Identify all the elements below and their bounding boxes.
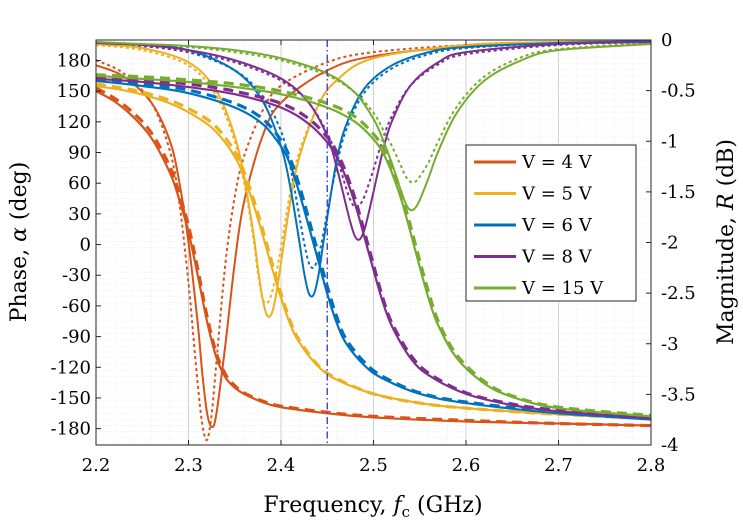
y-left-tick-label: 90 [68, 143, 91, 164]
y-right-tick-labels: 0 -0.5 -1 -1.5 -2 -2.5 -3 -3.5 -4 [661, 30, 696, 456]
legend-box [465, 144, 637, 302]
y-right-tick-label: 0 [661, 30, 672, 51]
y-right-tick-label: -3 [661, 334, 679, 355]
y-right-tick-label: -0.5 [661, 81, 696, 102]
series-magnitude-measured-2 [96, 40, 651, 298]
series-phase-measured-4 [96, 74, 651, 418]
y-left-tick-label: -120 [51, 357, 91, 378]
y-right-axis-label: Magnitude, R (dB) [714, 139, 739, 345]
x-tick-label: 2.8 [637, 455, 666, 476]
legend-label-1: V = 5 V [521, 184, 593, 205]
legend: V = 4 V V = 5 V V = 6 V V = 8 V V = 15 V [465, 144, 637, 302]
y-right-tick-label: -3.5 [661, 384, 696, 405]
y-right-tick-label: -2 [661, 233, 679, 254]
series-magnitude-measured-1 [96, 40, 651, 318]
x-tick-label: 2.4 [267, 455, 296, 476]
y-right-tick-label: -1.5 [661, 182, 696, 203]
y-left-tick-label: -90 [62, 327, 91, 348]
series-phase-measured-3 [96, 77, 651, 420]
y-left-tick-label: -30 [62, 265, 91, 286]
x-tick-label: 2.7 [544, 455, 573, 476]
y-left-tick-label: 0 [80, 235, 91, 256]
x-axis-label: Frequency, fc (GHz) [263, 493, 482, 521]
legend-label-3: V = 8 V [521, 247, 593, 268]
series-magnitude-measured-3 [96, 41, 651, 241]
series-layer [96, 40, 651, 442]
series-magnitude-simulated-2 [96, 41, 651, 270]
y-left-tick-label: 120 [57, 112, 91, 133]
y-left-tick-label: 180 [57, 50, 91, 71]
y-left-axis-label: Phase, α (deg) [7, 162, 32, 323]
tick-marks [95, 39, 652, 446]
y-left-tick-label: -60 [62, 296, 91, 317]
x-tick-label: 2.2 [82, 455, 111, 476]
y-left-tick-label: 150 [57, 81, 91, 102]
series-phase-measured-0 [96, 90, 651, 427]
series-phase-simulated-4 [96, 73, 651, 417]
y-left-tick-label: -180 [51, 419, 91, 440]
x-tick-labels: 2.2 2.3 2.4 2.5 2.6 2.7 2.8 [82, 455, 666, 476]
legend-label-4: V = 15 V [521, 278, 604, 299]
y-right-tick-label: -4 [661, 435, 679, 456]
y-left-tick-label: -150 [51, 388, 91, 409]
x-tick-label: 2.3 [174, 455, 203, 476]
x-tick-label: 2.6 [452, 455, 481, 476]
y-left-tick-labels: 180 150 120 90 60 30 0 -30 -60 -90 -120 -150 -180 [51, 50, 91, 439]
series-magnitude-measured-0 [96, 41, 651, 428]
x-tick-label: 2.5 [359, 455, 388, 476]
series-magnitude-measured-4 [96, 41, 651, 212]
legend-label-2: V = 6 V [521, 215, 593, 236]
legend-label-0: V = 4 V [521, 152, 593, 173]
series-magnitude-simulated-4 [96, 42, 651, 184]
series-phase-measured-1 [96, 84, 651, 420]
y-left-tick-label: 60 [68, 173, 91, 194]
series-phase-measured-2 [96, 79, 651, 421]
y-right-tick-label: -2.5 [661, 283, 696, 304]
y-right-tick-label: -1 [661, 131, 679, 152]
series-magnitude-simulated-0 [96, 41, 651, 442]
y-left-tick-label: 30 [68, 204, 91, 225]
